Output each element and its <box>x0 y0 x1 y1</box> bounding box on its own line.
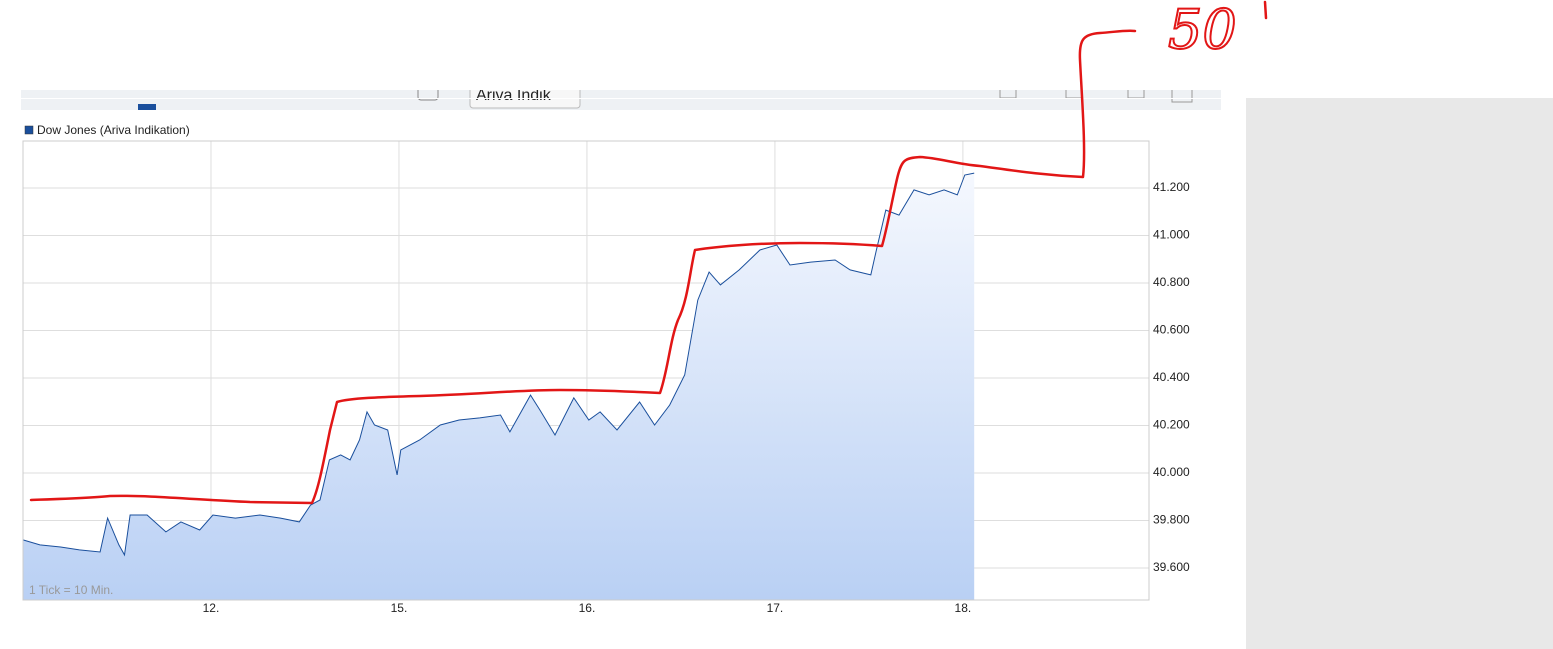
line <box>22 172 975 557</box>
y-tick-label: 40.600 <box>1153 323 1190 337</box>
side-panel <box>1246 98 1553 649</box>
tab-indicator <box>138 104 156 110</box>
y-tick-label: 40.800 <box>1153 275 1190 289</box>
hand-annotation <box>29 0 1268 505</box>
legend-swatch <box>24 125 34 135</box>
x-tick-label: 12. <box>203 601 220 615</box>
y-tick-label: 40.400 <box>1153 370 1190 384</box>
y-tick-label: 40.000 <box>1153 465 1190 479</box>
hand-annotation-text: 50 <box>1168 0 1237 61</box>
x-tick-label: 18. <box>955 601 972 615</box>
plot-border <box>22 140 1150 601</box>
icon[interactable] <box>417 80 439 101</box>
toolbar-edge <box>21 98 1221 99</box>
x-tick-label: 17. <box>767 601 784 615</box>
tick-note: 1 Tick = 10 Min. <box>29 583 113 597</box>
area <box>23 173 975 600</box>
select-text[interactable]: Ariva Indik <box>476 87 552 104</box>
icon[interactable] <box>1171 84 1193 103</box>
y-tick-label: 39.600 <box>1153 560 1190 574</box>
x-tick-label: 16. <box>579 601 596 615</box>
toolbar <box>21 90 1221 110</box>
y-tick-label: 41.200 <box>1153 180 1190 194</box>
legend-label: Dow Jones (Ariva Indikation) <box>37 123 190 137</box>
y-tick-label: 40.200 <box>1153 418 1190 432</box>
y-tick-label: 41.000 <box>1153 228 1190 242</box>
y-tick-label: 39.800 <box>1153 513 1190 527</box>
x-tick-label: 15. <box>391 601 408 615</box>
